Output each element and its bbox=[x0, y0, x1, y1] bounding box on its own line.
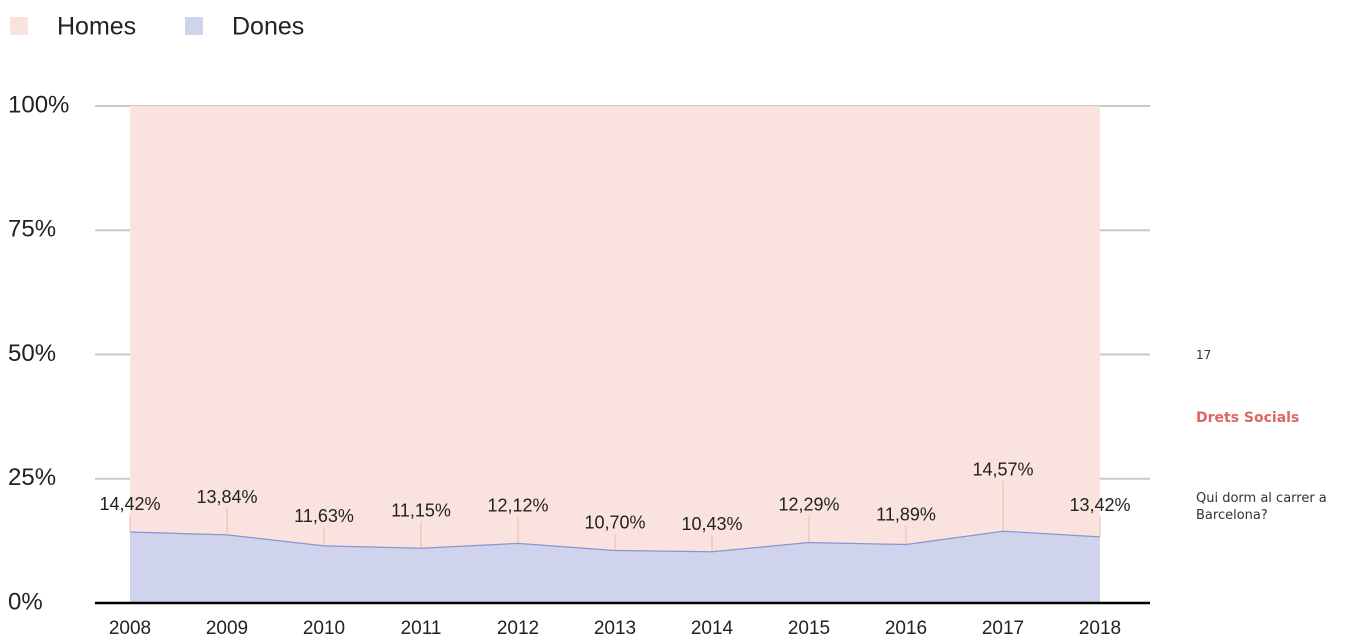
x-tick-label: 2012 bbox=[497, 618, 539, 639]
y-tick-label: 0% bbox=[8, 588, 43, 615]
x-tick-label: 2014 bbox=[691, 618, 734, 639]
legend-label: Dones bbox=[232, 13, 304, 41]
legend-swatch bbox=[185, 17, 203, 35]
y-tick-label: 50% bbox=[8, 340, 56, 367]
legend-swatch bbox=[10, 17, 28, 35]
data-label: 13,42% bbox=[1069, 495, 1130, 515]
section-name: Drets Socials bbox=[1196, 410, 1300, 426]
data-label: 11,15% bbox=[391, 500, 451, 520]
x-tick-label: 2015 bbox=[788, 618, 830, 639]
data-label: 14,57% bbox=[972, 459, 1033, 479]
x-tick-label: 2018 bbox=[1079, 618, 1121, 639]
legend-label: Homes bbox=[57, 13, 136, 41]
data-label: 11,89% bbox=[876, 505, 936, 525]
x-tick-label: 2017 bbox=[982, 618, 1024, 639]
x-tick-label: 2013 bbox=[594, 618, 636, 639]
x-tick-label: 2011 bbox=[401, 618, 442, 639]
area bbox=[130, 530, 1100, 603]
data-label: 12,29% bbox=[778, 495, 839, 515]
y-tick-label: 75% bbox=[8, 216, 56, 243]
y-tick-label: 25% bbox=[8, 464, 56, 491]
x-tick-label: 2008 bbox=[109, 618, 151, 639]
y-tick-label: 100% bbox=[8, 91, 69, 118]
data-label: 13,84% bbox=[196, 487, 257, 507]
data-label: 11,63% bbox=[294, 506, 354, 526]
page-number: 17 bbox=[1196, 348, 1212, 362]
data-label: 14,42% bbox=[99, 494, 160, 514]
area bbox=[130, 106, 1100, 552]
data-label: 12,12% bbox=[487, 496, 548, 516]
data-label: 10,43% bbox=[681, 514, 742, 534]
x-tick-label: 2016 bbox=[885, 618, 927, 639]
section-subtitle: Qui dorm al carrer a Barcelona? bbox=[1196, 491, 1327, 523]
x-tick-label: 2010 bbox=[303, 618, 345, 639]
data-label: 10,70% bbox=[584, 513, 645, 533]
x-tick-label: 2009 bbox=[206, 618, 248, 639]
